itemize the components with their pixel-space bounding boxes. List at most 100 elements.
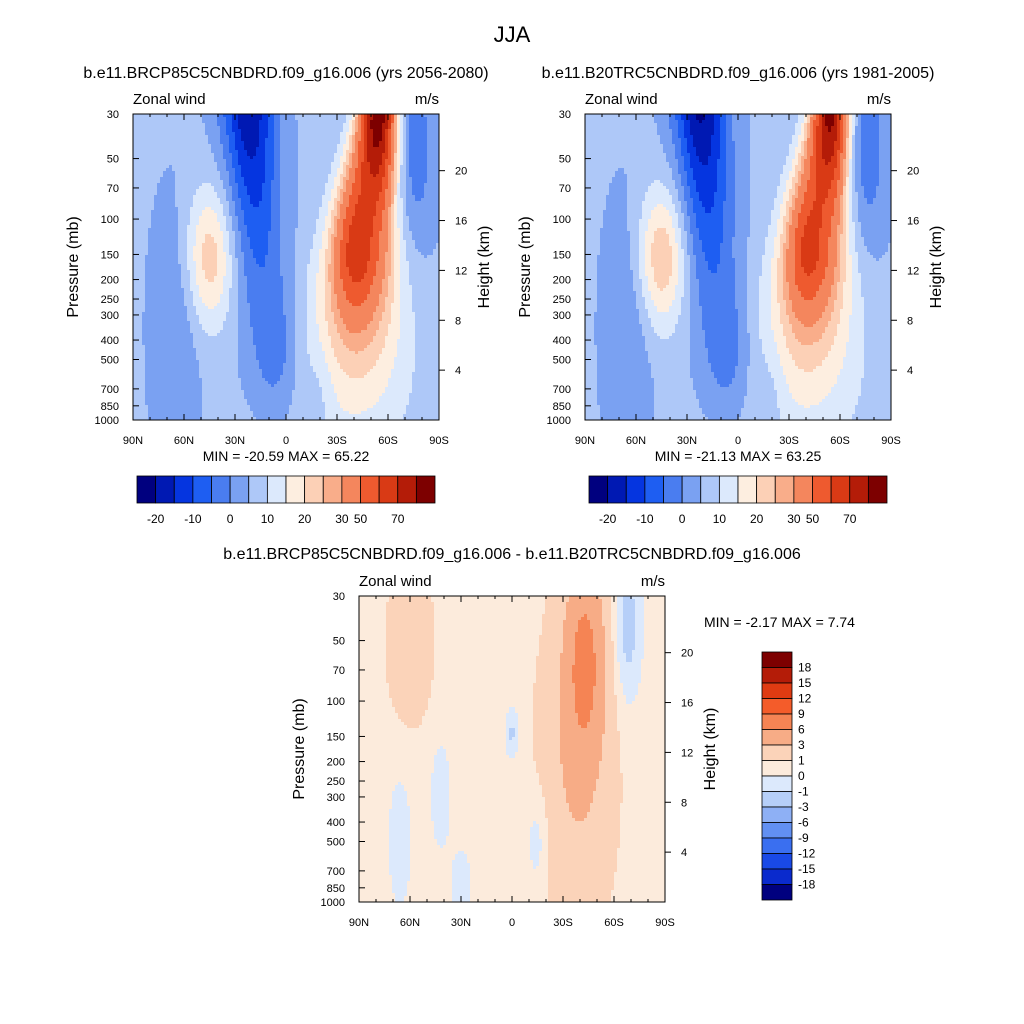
panel-a-field-cell [421, 258, 425, 262]
panel-a-field-cell [316, 234, 320, 238]
panel-a-field-cell [292, 120, 296, 124]
panel-a-field-cell [385, 189, 389, 193]
panel-a-field-cell [352, 120, 356, 124]
panel-a-field-cell [181, 183, 185, 187]
panel-a-field-cell [265, 174, 269, 178]
panel-a-field-cell [355, 141, 359, 145]
panel-a-field-cell [196, 240, 200, 244]
panel-a-field-cell [322, 222, 326, 226]
panel-a-field-cell [382, 240, 386, 244]
panel-a-field-cell [355, 204, 359, 208]
panel-a-field-cell [274, 138, 278, 142]
panel-a-field-cell [304, 240, 308, 244]
panel-a-field-cell [424, 198, 428, 202]
panel-a-field-cell [160, 222, 164, 226]
panel-a-field-cell [301, 132, 305, 136]
panel-a-field-cell [370, 141, 374, 145]
panel-a-field-cell [271, 168, 275, 172]
panel-a-field-cell [355, 237, 359, 241]
panel-a-field-cell [349, 174, 353, 178]
panel-a-field-cell [244, 231, 248, 235]
panel-a-field-cell [169, 150, 173, 154]
panel-a-field-cell [247, 138, 251, 142]
panel-a-field-cell [376, 177, 380, 181]
panel-a-field-cell [241, 138, 245, 142]
panel-a-field-cell [343, 165, 347, 169]
panel-a-field-cell [280, 231, 284, 235]
panel-a-field-cell [211, 159, 215, 163]
panel-a-field-cell [241, 192, 245, 196]
panel-a-field-cell [403, 183, 407, 187]
panel-a-field-cell [286, 204, 290, 208]
panel-a-field-cell [373, 237, 377, 241]
panel-a-field-cell [310, 159, 314, 163]
panel-a-field-cell [412, 189, 416, 193]
panel-a-field-cell [289, 123, 293, 127]
panel-a-field-cell [295, 192, 299, 196]
panel-a-field-cell [250, 228, 254, 232]
panel-a-field-cell [181, 237, 185, 241]
panel-a-field-cell [244, 171, 248, 175]
panel-a-field-cell [214, 126, 218, 130]
panel-a-field-cell [196, 171, 200, 175]
panel-a-field-cell [181, 258, 185, 262]
panel-a-field-cell [433, 174, 437, 178]
panel-a-field-cell [301, 156, 305, 160]
panel-a-field-cell [334, 138, 338, 142]
panel-a-field-cell [256, 210, 260, 214]
panel-a-field-cell [406, 189, 410, 193]
panel-a-field-cell [319, 228, 323, 232]
panel-a-field-cell [256, 180, 260, 184]
panel-a-field-cell [166, 216, 170, 220]
panel-a-field-cell [280, 117, 284, 121]
panel-a-field-cell [298, 171, 302, 175]
panel-a-field-cell [265, 237, 269, 241]
panel-a-field-cell [388, 168, 392, 172]
panel-a-field-cell [274, 135, 278, 139]
panel-a-field-cell [283, 243, 287, 247]
panel-a-field-cell [250, 252, 254, 256]
panel-a-field-cell [418, 219, 422, 223]
panel-a-field-cell [406, 120, 410, 124]
panel-a-field-cell [301, 129, 305, 133]
panel-a-field-cell [169, 138, 173, 142]
panel-a-field-cell [301, 216, 305, 220]
panel-a-field-cell [289, 249, 293, 253]
panel-a-field-cell [322, 210, 326, 214]
panel-a-field-cell [373, 192, 377, 196]
panel-a-field-cell [361, 183, 365, 187]
panel-a-field-cell [244, 165, 248, 169]
panel-a-field-cell [229, 243, 233, 247]
panel-a-field-cell [286, 114, 290, 118]
panel-a-field-cell [325, 210, 329, 214]
panel-a-field-cell [373, 165, 377, 169]
panel-a-field-cell [325, 192, 329, 196]
panel-a-field-cell [238, 177, 242, 181]
panel-a-field-cell [340, 153, 344, 157]
panel-a-field-cell [142, 207, 146, 211]
panel-a-field-cell [274, 126, 278, 130]
panel-a-field-cell [355, 171, 359, 175]
panel-a-field-cell [145, 174, 149, 178]
panel-a-field-cell [277, 168, 281, 172]
panel-a-field-cell [187, 216, 191, 220]
panel-a-field-cell [169, 189, 173, 193]
panel-a-field-cell [253, 177, 257, 181]
panel-a-field-cell [367, 123, 371, 127]
panel-a-field-cell [361, 120, 365, 124]
panel-a-field-cell [409, 174, 413, 178]
panel-a-field-cell [373, 198, 377, 202]
panel-a-field-cell [358, 246, 362, 250]
panel-a-field-cell [433, 183, 437, 187]
panel-a-field-cell [430, 204, 434, 208]
panel-a-field-cell [397, 156, 401, 160]
panel-a-field-cell [289, 213, 293, 217]
panel-a-field-cell [421, 153, 425, 157]
panel-a-field-cell [412, 138, 416, 142]
panel-a-field-cell [289, 216, 293, 220]
panel-a-field-cell [154, 237, 158, 241]
panel-a-field-cell [331, 240, 335, 244]
panel-a-field-cell [406, 180, 410, 184]
panel-a-field-cell [286, 231, 290, 235]
panel-a-field-cell [202, 249, 206, 253]
